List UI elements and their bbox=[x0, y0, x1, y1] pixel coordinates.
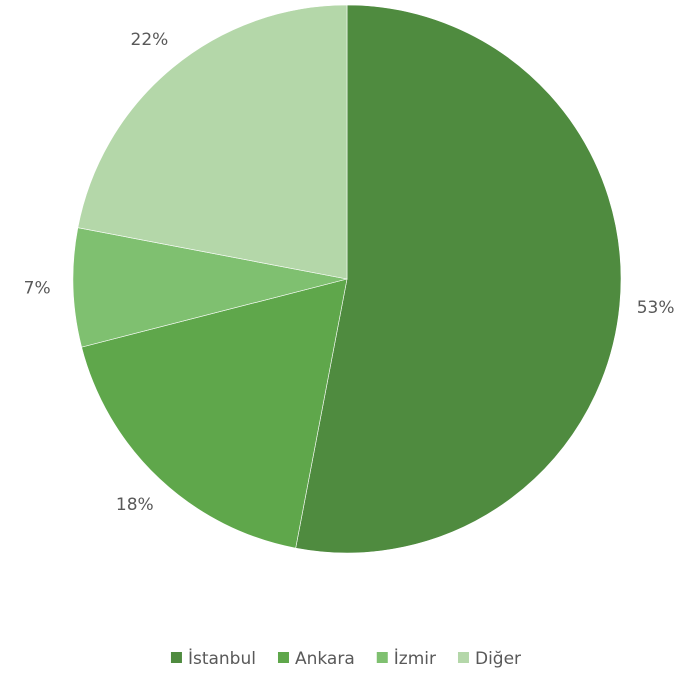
legend-swatch bbox=[376, 652, 388, 663]
legend-swatch bbox=[277, 652, 289, 663]
pie-slice bbox=[295, 4, 622, 554]
legend-swatch bbox=[170, 652, 182, 663]
legend-label: İzmir bbox=[394, 648, 436, 669]
legend-label: Diğer bbox=[475, 649, 521, 669]
pie-slice bbox=[81, 278, 348, 549]
pie-slice bbox=[77, 4, 348, 280]
data-label: 18% bbox=[116, 495, 154, 515]
pie-slice bbox=[72, 227, 348, 348]
legend-label: İstanbul bbox=[188, 648, 256, 669]
data-label: 22% bbox=[131, 30, 169, 50]
legend-swatch bbox=[457, 652, 469, 663]
data-label: 7% bbox=[24, 279, 51, 299]
data-label: 53% bbox=[637, 298, 675, 318]
legend-label: Ankara bbox=[295, 649, 355, 669]
